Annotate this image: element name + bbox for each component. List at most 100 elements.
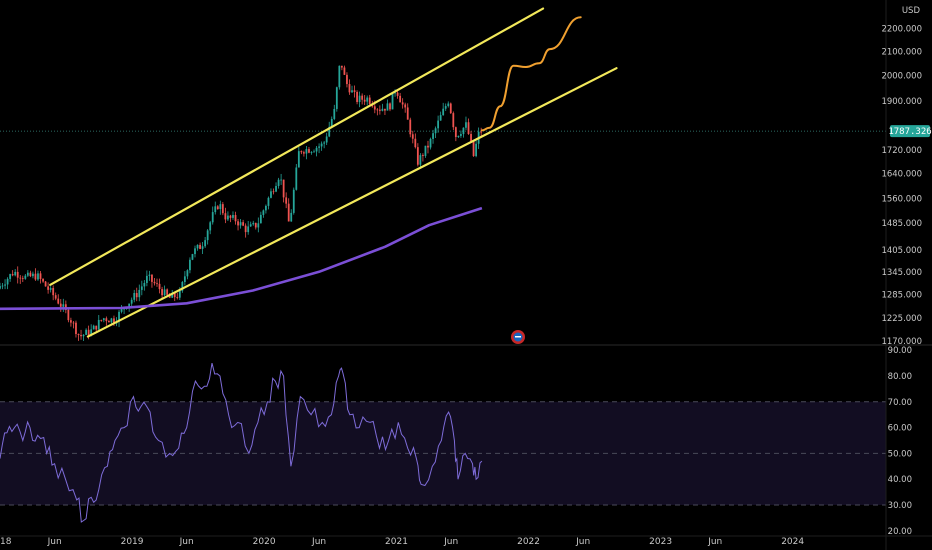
candle-body	[373, 106, 376, 110]
candle	[333, 104, 336, 121]
candle-body	[404, 104, 407, 108]
candle	[343, 65, 346, 76]
candle-body	[394, 92, 396, 94]
candle-body	[189, 259, 191, 271]
candle-body	[242, 222, 245, 226]
candle	[406, 103, 409, 120]
candle-body	[163, 289, 166, 296]
candle-body	[363, 99, 366, 102]
candle	[378, 105, 381, 115]
candle	[143, 280, 146, 291]
candle-body	[259, 214, 262, 224]
candle	[287, 198, 290, 222]
candle	[148, 270, 151, 281]
time-axis[interactable]: 2018 Jun 2019 Jun 2020 Jun 2021 Jun 2022 Jun 2023 J…	[0, 537, 804, 547]
candle	[300, 150, 303, 155]
candle-body	[348, 84, 351, 93]
channel-upper-line[interactable]	[49, 7, 545, 286]
projection-path[interactable]	[480, 16, 582, 132]
candle-body	[396, 92, 399, 96]
candle-body	[37, 273, 39, 280]
price-tick-label: 1225.000	[881, 314, 922, 324]
price-axis[interactable]: 2200.000 2100.000 2000.000 1900.000 1720.000…	[881, 24, 922, 346]
candle	[470, 130, 472, 143]
candle-body	[75, 322, 77, 335]
candle	[447, 101, 450, 108]
candle	[244, 223, 247, 238]
candle-body	[24, 275, 27, 279]
candle-body	[156, 283, 158, 285]
candle-body	[427, 145, 429, 148]
candle-body	[178, 290, 181, 298]
candle	[346, 72, 348, 88]
channel-lower-line[interactable]	[86, 67, 618, 338]
candle-body	[186, 270, 189, 277]
candle-body	[416, 147, 419, 165]
candle	[219, 200, 222, 215]
candle	[434, 126, 437, 139]
candle-body	[389, 103, 391, 110]
rsi-axis[interactable]: 90.00 80.00 70.00 60.00 50.00 40.00 30.00 20.00	[888, 346, 912, 537]
candle	[454, 126, 457, 142]
drawing-lines[interactable]	[0, 7, 618, 338]
candle	[37, 270, 39, 281]
candle-body	[219, 204, 222, 210]
candle-body	[368, 97, 371, 104]
moving-average-line[interactable]	[0, 206, 483, 311]
candle-body	[72, 322, 75, 324]
candle-body	[206, 230, 209, 241]
candle-body	[70, 320, 72, 323]
candle	[161, 286, 163, 298]
candle	[368, 94, 371, 107]
candle-body	[457, 135, 460, 138]
candle-body	[439, 115, 442, 121]
last-price-badge: 1787.326	[888, 125, 932, 138]
candle	[396, 91, 399, 99]
candle	[14, 269, 17, 277]
candle	[1, 282, 4, 290]
candle-body	[211, 212, 214, 223]
candle-body	[229, 215, 232, 218]
candle	[305, 145, 308, 160]
candle-body	[153, 281, 156, 284]
candle-body	[199, 244, 201, 249]
candle-body	[16, 271, 19, 278]
candle-body	[44, 281, 47, 287]
candle	[72, 321, 75, 329]
candle-body	[310, 151, 313, 153]
candle	[34, 268, 37, 281]
country-flag-icon[interactable]	[511, 330, 525, 344]
candle-body	[328, 126, 331, 137]
candle	[52, 285, 55, 301]
candle-body	[32, 273, 34, 277]
candle-body	[128, 303, 131, 309]
candle-body	[333, 108, 336, 119]
currency-label[interactable]: USD	[902, 6, 921, 16]
candle	[432, 129, 434, 144]
rsi-tick-label: 70.00	[888, 398, 912, 408]
candle	[199, 242, 201, 250]
candle-body	[318, 146, 320, 148]
candle	[422, 153, 424, 162]
candle-body	[102, 318, 105, 321]
candle	[340, 65, 343, 71]
candle-body	[42, 278, 44, 282]
candle-body	[14, 271, 17, 276]
candle	[44, 281, 47, 287]
rsi-tick-label: 80.00	[888, 372, 912, 382]
candle	[107, 320, 110, 323]
candle	[214, 201, 217, 215]
candle-body	[87, 329, 90, 336]
candle-body	[384, 108, 386, 111]
candle	[444, 103, 447, 111]
candle	[62, 298, 65, 312]
candle-body	[80, 334, 82, 337]
candle-body	[214, 206, 217, 213]
candle	[158, 278, 161, 294]
candle-body	[462, 127, 465, 135]
candle	[100, 319, 103, 322]
candle-body	[123, 308, 125, 310]
candle	[449, 102, 452, 114]
candle-body	[338, 65, 341, 88]
